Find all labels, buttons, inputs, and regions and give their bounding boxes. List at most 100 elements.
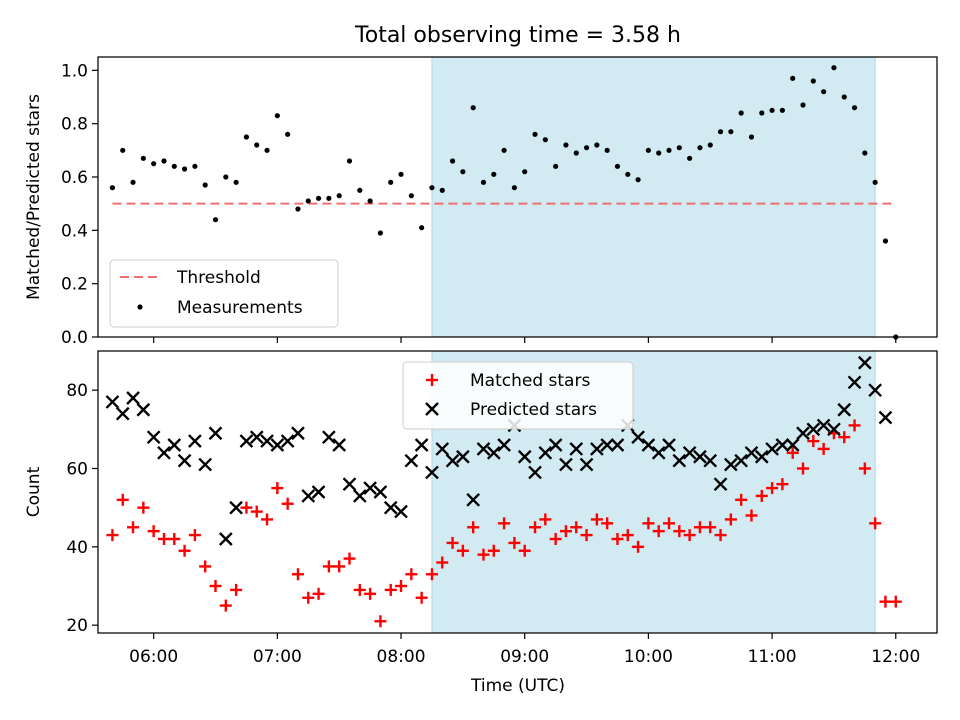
- predicted-point: [590, 442, 604, 456]
- count-panel-frame: [97, 350, 938, 634]
- x-tick-label: 11:00: [748, 647, 797, 667]
- measurement-point: [583, 145, 590, 151]
- predicted-point: [352, 489, 367, 503]
- matched-point: [632, 540, 645, 553]
- measurement-point: [243, 134, 250, 140]
- matched-point: [807, 435, 820, 448]
- predicted-point: [662, 438, 676, 452]
- predicted-point: [322, 430, 336, 445]
- matched-point: [539, 513, 552, 526]
- matched-point: [858, 462, 871, 475]
- measurement-point: [377, 230, 384, 236]
- count-legend: Matched stars Predicted stars: [402, 361, 634, 430]
- measurement-point: [460, 169, 466, 175]
- measurement-point: [315, 195, 322, 201]
- matched-point: [353, 583, 366, 596]
- measurement-point: [140, 155, 146, 161]
- y-tick-label: 0.0: [61, 328, 88, 348]
- predicted-point: [486, 445, 501, 460]
- matched-point: [188, 529, 201, 542]
- measurement-point: [635, 177, 641, 183]
- predicted-point: [734, 453, 749, 468]
- predicted-point: [528, 465, 542, 480]
- predicted-point: [497, 438, 511, 452]
- matched-point: [714, 529, 727, 542]
- y-tick-label: 20: [66, 616, 88, 636]
- matched-point: [724, 513, 737, 526]
- matched-point: [209, 580, 222, 592]
- measurement-point: [759, 110, 765, 116]
- y-tick-label: 60: [66, 460, 88, 480]
- predicted-point: [672, 453, 687, 468]
- predicted-point: [610, 438, 625, 452]
- matched-point: [601, 517, 614, 530]
- predicted-point: [631, 430, 645, 445]
- count-panel-marks: [105, 355, 902, 628]
- predicted-point: [229, 500, 243, 515]
- y-tick-label: 80: [66, 381, 88, 401]
- matched-point: [518, 544, 531, 557]
- y-tick-label: 0.2: [61, 275, 88, 295]
- count-panel: 20 40 60 80 06:00 07:00 08:00 09:00 10:00 11:00 12…: [24, 350, 938, 696]
- matched-point: [322, 560, 335, 573]
- measurement-point: [130, 179, 136, 185]
- matched-point: [250, 505, 263, 518]
- predicted-point: [713, 477, 728, 492]
- ratio-panel-ticks: 0.0 0.2 0.4 0.6 0.8 1.0: [61, 61, 897, 348]
- predicted-point: [394, 504, 408, 519]
- matched-point: [240, 501, 253, 514]
- predicted-point: [105, 395, 120, 409]
- predicted-point: [476, 442, 491, 456]
- predicted-point: [466, 492, 481, 507]
- measurement-point: [810, 78, 816, 84]
- matched-point: [261, 513, 274, 526]
- predicted-point: [878, 410, 893, 425]
- predicted-point: [239, 434, 254, 448]
- predicted-point: [373, 485, 388, 499]
- matched-point: [786, 446, 799, 459]
- measurement-point: [738, 110, 744, 116]
- matched-point: [590, 513, 603, 526]
- measurement-point: [151, 161, 157, 167]
- matched-point: [395, 580, 408, 592]
- measurement-point: [223, 174, 229, 180]
- matched-point: [467, 521, 480, 534]
- predicted-point: [280, 434, 295, 448]
- x-tick-label: 10:00: [624, 647, 673, 667]
- matched-point: [766, 482, 779, 495]
- predicted-point: [579, 457, 594, 472]
- measurement-point: [264, 147, 270, 153]
- y-tick-label: 40: [66, 538, 88, 558]
- chart-title: Total observing time = 3.58 h: [354, 23, 681, 48]
- predicted-point: [456, 449, 470, 464]
- measurement-point: [563, 142, 569, 148]
- predicted-point: [785, 438, 800, 452]
- predicted-point: [858, 355, 872, 370]
- measurement-point: [841, 94, 847, 100]
- predicted-point: [177, 453, 192, 468]
- matched-point: [611, 533, 624, 545]
- matched-point: [580, 529, 593, 542]
- matched-point: [477, 548, 490, 561]
- measurement-point: [419, 225, 425, 231]
- measurement-point: [192, 163, 198, 169]
- matched-point: [106, 529, 119, 542]
- predicted-point: [682, 445, 697, 460]
- matched-point: [735, 493, 748, 506]
- matched-point: [157, 533, 170, 545]
- measurement-point: [614, 163, 621, 169]
- measurement-point: [728, 129, 734, 135]
- matched-point: [116, 493, 129, 506]
- measurement-point: [439, 187, 445, 193]
- predicted-point: [311, 485, 326, 499]
- matched-point: [137, 501, 150, 514]
- measurement-point: [161, 158, 167, 164]
- measurement-point: [625, 171, 631, 177]
- predicted-point: [641, 438, 656, 452]
- measurement-point: [109, 185, 116, 191]
- matched-point: [817, 442, 830, 455]
- threshold-legend-label: Threshold: [176, 268, 261, 288]
- measurement-point: [532, 131, 538, 137]
- measurement-point: [645, 147, 652, 153]
- measurement-point: [274, 113, 280, 119]
